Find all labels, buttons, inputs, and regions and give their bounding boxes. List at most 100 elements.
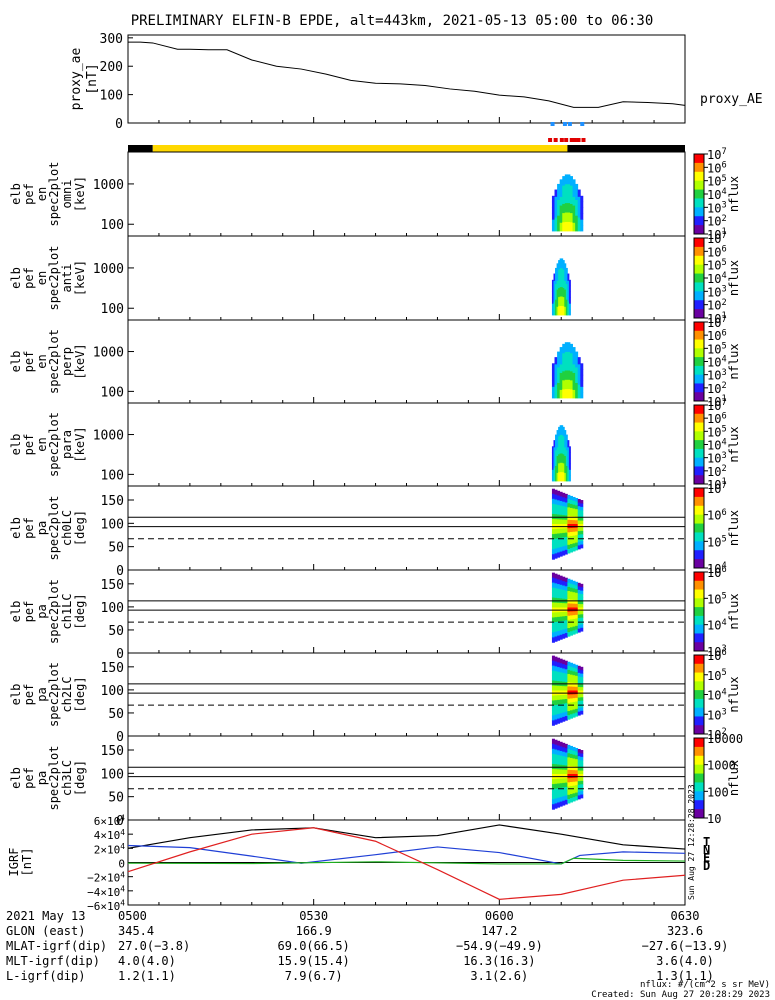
- pa_ch2-cell: [562, 703, 566, 709]
- pa_ch0-cell: [562, 497, 566, 503]
- pa_ch1-cell: [562, 633, 566, 639]
- pa_ch2-colorbar-tick-label: 106: [707, 648, 727, 663]
- pa_ch1-cell: [559, 589, 563, 595]
- pa_ch3-cell: [564, 778, 568, 784]
- pa_ch3-cell: [562, 756, 566, 762]
- pa_ch0-cell: [580, 520, 584, 525]
- spec_omni-ylabel-1: pef: [22, 183, 36, 205]
- pa_ch3-cell: [562, 782, 566, 788]
- spec_omni-cell: [559, 187, 563, 197]
- table-cell: 15.9(15.4): [278, 954, 350, 968]
- proxy-ae-legend: proxy_AE: [700, 92, 763, 107]
- spec_anti-cell: [564, 280, 567, 290]
- spec_perp-cell: [569, 379, 573, 390]
- pa_ch2-cell: [562, 686, 566, 691]
- spec_para-cell: [561, 471, 564, 482]
- pa_ch2-cell: [569, 694, 573, 699]
- igrf-line-N: [127, 844, 686, 865]
- pa_ch3-cell: [551, 758, 555, 765]
- pa_ch2-colorbar: 106 105 104 103 102 nflux: [693, 648, 741, 742]
- pa_ch0-cell: [567, 544, 571, 550]
- pa_ch0-colorbar: 107 106 105 104 nflux: [693, 481, 741, 576]
- spec_perp-colorbar-swatch: [694, 322, 704, 332]
- pa_ch2-cell: [557, 709, 561, 715]
- pa_ch0-cell: [567, 511, 571, 517]
- proxy-ae-line: [128, 41, 686, 108]
- pa_ch3-cell: [562, 787, 566, 793]
- pa_ch3-cell: [572, 797, 576, 802]
- pa_ch2-cell: [577, 711, 581, 716]
- spec_para-cell: [568, 446, 571, 453]
- spec_omni-cell: [575, 199, 579, 208]
- spec_anti-ylabel-2: en: [35, 271, 49, 285]
- pa_ch2-colorbar-tick-label: 103: [707, 707, 727, 722]
- pa_ch3-cell: [569, 761, 573, 767]
- pa_ch3-cell: [567, 761, 571, 767]
- pa_ch0-cell: [554, 494, 558, 500]
- spec_perp-cell: [551, 380, 555, 387]
- spec_perp-cell: [569, 370, 573, 381]
- spec_anti-cell: [558, 305, 561, 316]
- spec_perp-cell: [557, 374, 561, 383]
- pa_ch1-cell: [577, 628, 581, 633]
- spec_omni-cell: [567, 193, 571, 204]
- pa_ch3-cell: [569, 753, 573, 759]
- pa_ch0-cell: [564, 545, 568, 551]
- pa_ch2-colorbar-swatch: [694, 698, 704, 709]
- science-zone-mark-red: [581, 138, 586, 142]
- pa_ch2-colorbar-swatch: [694, 655, 704, 665]
- spec_para-frame: [127, 402, 686, 487]
- spec_anti-cell: [564, 271, 567, 281]
- spec_anti-cell: [564, 263, 567, 273]
- pa_ch1-cell: [569, 591, 573, 597]
- pa_ch2-cell: [580, 670, 584, 674]
- pa_ch1-cell: [551, 637, 555, 643]
- pa_ch2-cell: [580, 697, 584, 702]
- pa_ch2-cell: [569, 686, 573, 691]
- pa_ch1-cell: [580, 593, 584, 598]
- pa_ch0-cell: [564, 528, 568, 534]
- spec_para-cell: [561, 443, 564, 454]
- spec_para-cell: [551, 446, 554, 453]
- pa_ch0-colorbar-frame: [693, 487, 705, 569]
- pa_ch1-cell: [572, 622, 576, 627]
- pa_ch2-cell: [567, 661, 571, 667]
- pa_ch3-cell: [577, 791, 581, 796]
- pa_ch2-cell: [551, 655, 555, 662]
- pa_ch2-cell: [580, 693, 584, 698]
- pa_ch2-cell: [551, 715, 555, 721]
- pa_ch1-cell: [562, 581, 566, 586]
- pa_ch3-cell: [564, 761, 568, 766]
- pa_ch3-cell: [572, 793, 576, 798]
- pa_ch1-cell: [569, 603, 573, 608]
- spec_para-cell: [558, 444, 561, 455]
- pa_ch1-cell: [580, 610, 584, 615]
- spec_omni-colorbar-swatch: [694, 216, 704, 226]
- spec_omni-cell: [551, 213, 555, 220]
- pa_ch2-cell: [575, 708, 579, 713]
- pa_ch0-cell: [572, 496, 576, 502]
- pa_ch0-colorbar-tick-label: 105: [707, 535, 727, 550]
- pa_ch2-cell: [557, 685, 561, 691]
- pa_ch2-ylabel-2: pa: [35, 687, 49, 701]
- pa_ch2-cell: [577, 679, 581, 684]
- pa_ch1-cell: [577, 600, 581, 605]
- spec_anti-cell: [565, 275, 568, 285]
- pa_ch2-cell: [554, 695, 558, 701]
- pa_ch3-cell: [569, 782, 573, 787]
- spec_para-cell: [556, 447, 559, 456]
- pa_ch3-colorbar-frame: [693, 737, 705, 819]
- pa_ch0-cell: [559, 510, 563, 516]
- pa_ch3-cell: [567, 798, 571, 804]
- pa_ch2-cell: [580, 690, 584, 695]
- spec_anti-colorbar-tick-label: 101: [707, 311, 727, 326]
- spec_perp-cell: [554, 363, 558, 372]
- pa_ch0-cell: [569, 540, 573, 545]
- pa_ch0-cell: [575, 520, 579, 525]
- pa_ch1-ylabel-2: pa: [35, 604, 49, 618]
- spec_omni-cell: [564, 174, 568, 185]
- pa_ch3-cell: [557, 778, 561, 784]
- pa_ch3-cell: [557, 788, 561, 794]
